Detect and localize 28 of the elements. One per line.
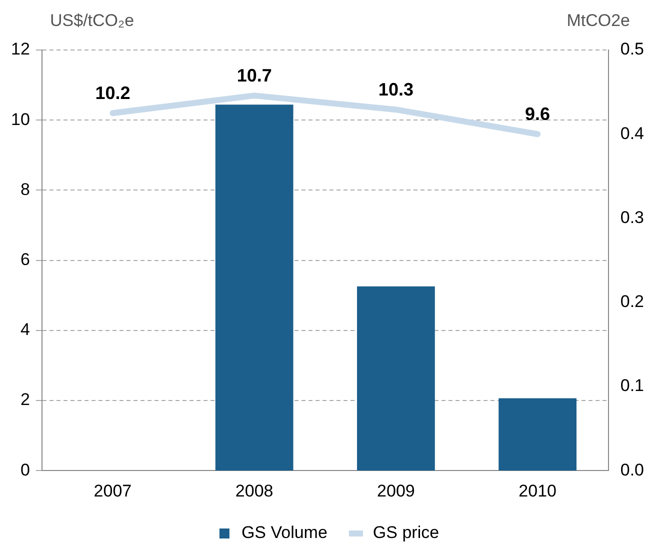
y-tick-label: 2 <box>20 390 30 410</box>
y-tick-label: 10 <box>10 110 30 129</box>
y-axis-title: US$/tCO₂e <box>50 11 134 30</box>
y2-tick-label: 0.2 <box>620 292 644 312</box>
legend-label: GS price <box>372 523 440 542</box>
y2-tick-label: 0.0 <box>620 460 644 480</box>
bar <box>357 286 435 471</box>
legend-label: GS Volume <box>241 523 328 542</box>
y-tick-label: 8 <box>20 180 30 199</box>
x-tick-label: 2007 <box>94 481 132 500</box>
x-tick-label: 2009 <box>377 481 415 500</box>
y2-tick-label: 0.3 <box>620 208 644 227</box>
data-label: 10.2 <box>95 83 130 104</box>
x-tick-label: 2010 <box>518 481 556 500</box>
y-tick-label: 0 <box>20 460 30 480</box>
y2-tick-label: 0.1 <box>620 376 644 396</box>
y2-tick-label: 0.5 <box>620 40 644 59</box>
y-tick-label: 4 <box>20 320 30 340</box>
y-tick-label: 6 <box>20 250 30 269</box>
data-label: 9.6 <box>525 104 550 124</box>
data-label: 10.3 <box>378 80 414 100</box>
data-label: 10.7 <box>236 66 272 86</box>
y-tick-label: 12 <box>10 40 30 59</box>
bar <box>498 398 577 471</box>
y2-tick-label: 0.4 <box>620 124 644 143</box>
x-tick-label: 2008 <box>235 481 274 500</box>
y2-axis-title: MtCO2e <box>566 11 630 30</box>
bar <box>215 104 294 471</box>
